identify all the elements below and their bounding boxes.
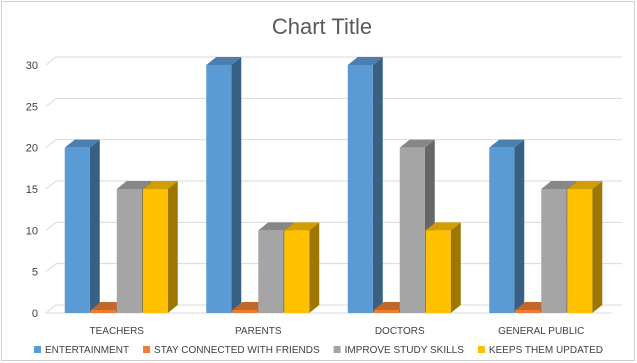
legend: ENTERTAINMENT STAY CONNECTED WITH FRIENDS… [33,345,603,356]
gridline [45,97,622,107]
category-label: TEACHERS [90,326,145,337]
legend-swatch [33,346,41,353]
legend-swatch [477,346,485,353]
legend-item: IMPROVE STUDY SKILLS [333,345,465,356]
y-tick-label: 30 [26,60,38,72]
bar [399,139,435,313]
legend-label: IMPROVE STUDY SKILLS [345,345,465,356]
bar [142,181,178,313]
bar [206,57,242,313]
category-labels: TEACHERS PARENTS DOCTORS GENERAL PUBLIC [90,326,585,337]
y-tick-label: 0 [32,308,38,320]
bar [567,181,603,313]
legend-swatch [333,346,341,353]
bar [64,139,100,313]
y-tick-label: 20 [26,143,38,155]
legend-label: STAY CONNECTED WITH FRIENDS [154,345,320,356]
bar [489,139,525,313]
bar [347,57,383,313]
chart-title: Chart Title [272,14,372,39]
legend-item: STAY CONNECTED WITH FRIENDS [143,345,320,356]
legend-label: KEEPS THEM UPDATED [489,345,603,356]
bar [284,222,320,313]
category-label: PARENTS [235,326,282,337]
y-tick-label: 5 [32,267,38,279]
y-tick-label: 15 [26,184,38,196]
legend-item: KEEPS THEM UPDATED [477,345,603,356]
gridline [45,139,622,149]
y-tick-label: 10 [26,225,38,237]
category-label: DOCTORS [375,326,425,337]
category-label: GENERAL PUBLIC [498,326,584,337]
y-tick-label: 25 [26,101,38,113]
gridline [45,56,622,66]
legend-label: ENTERTAINMENT [45,345,129,356]
y-axis-ticks: 0 5 10 15 20 25 30 [26,60,38,320]
bars [64,57,603,313]
legend-swatch [143,346,151,353]
bar [425,222,461,313]
legend-item: ENTERTAINMENT [33,345,129,356]
